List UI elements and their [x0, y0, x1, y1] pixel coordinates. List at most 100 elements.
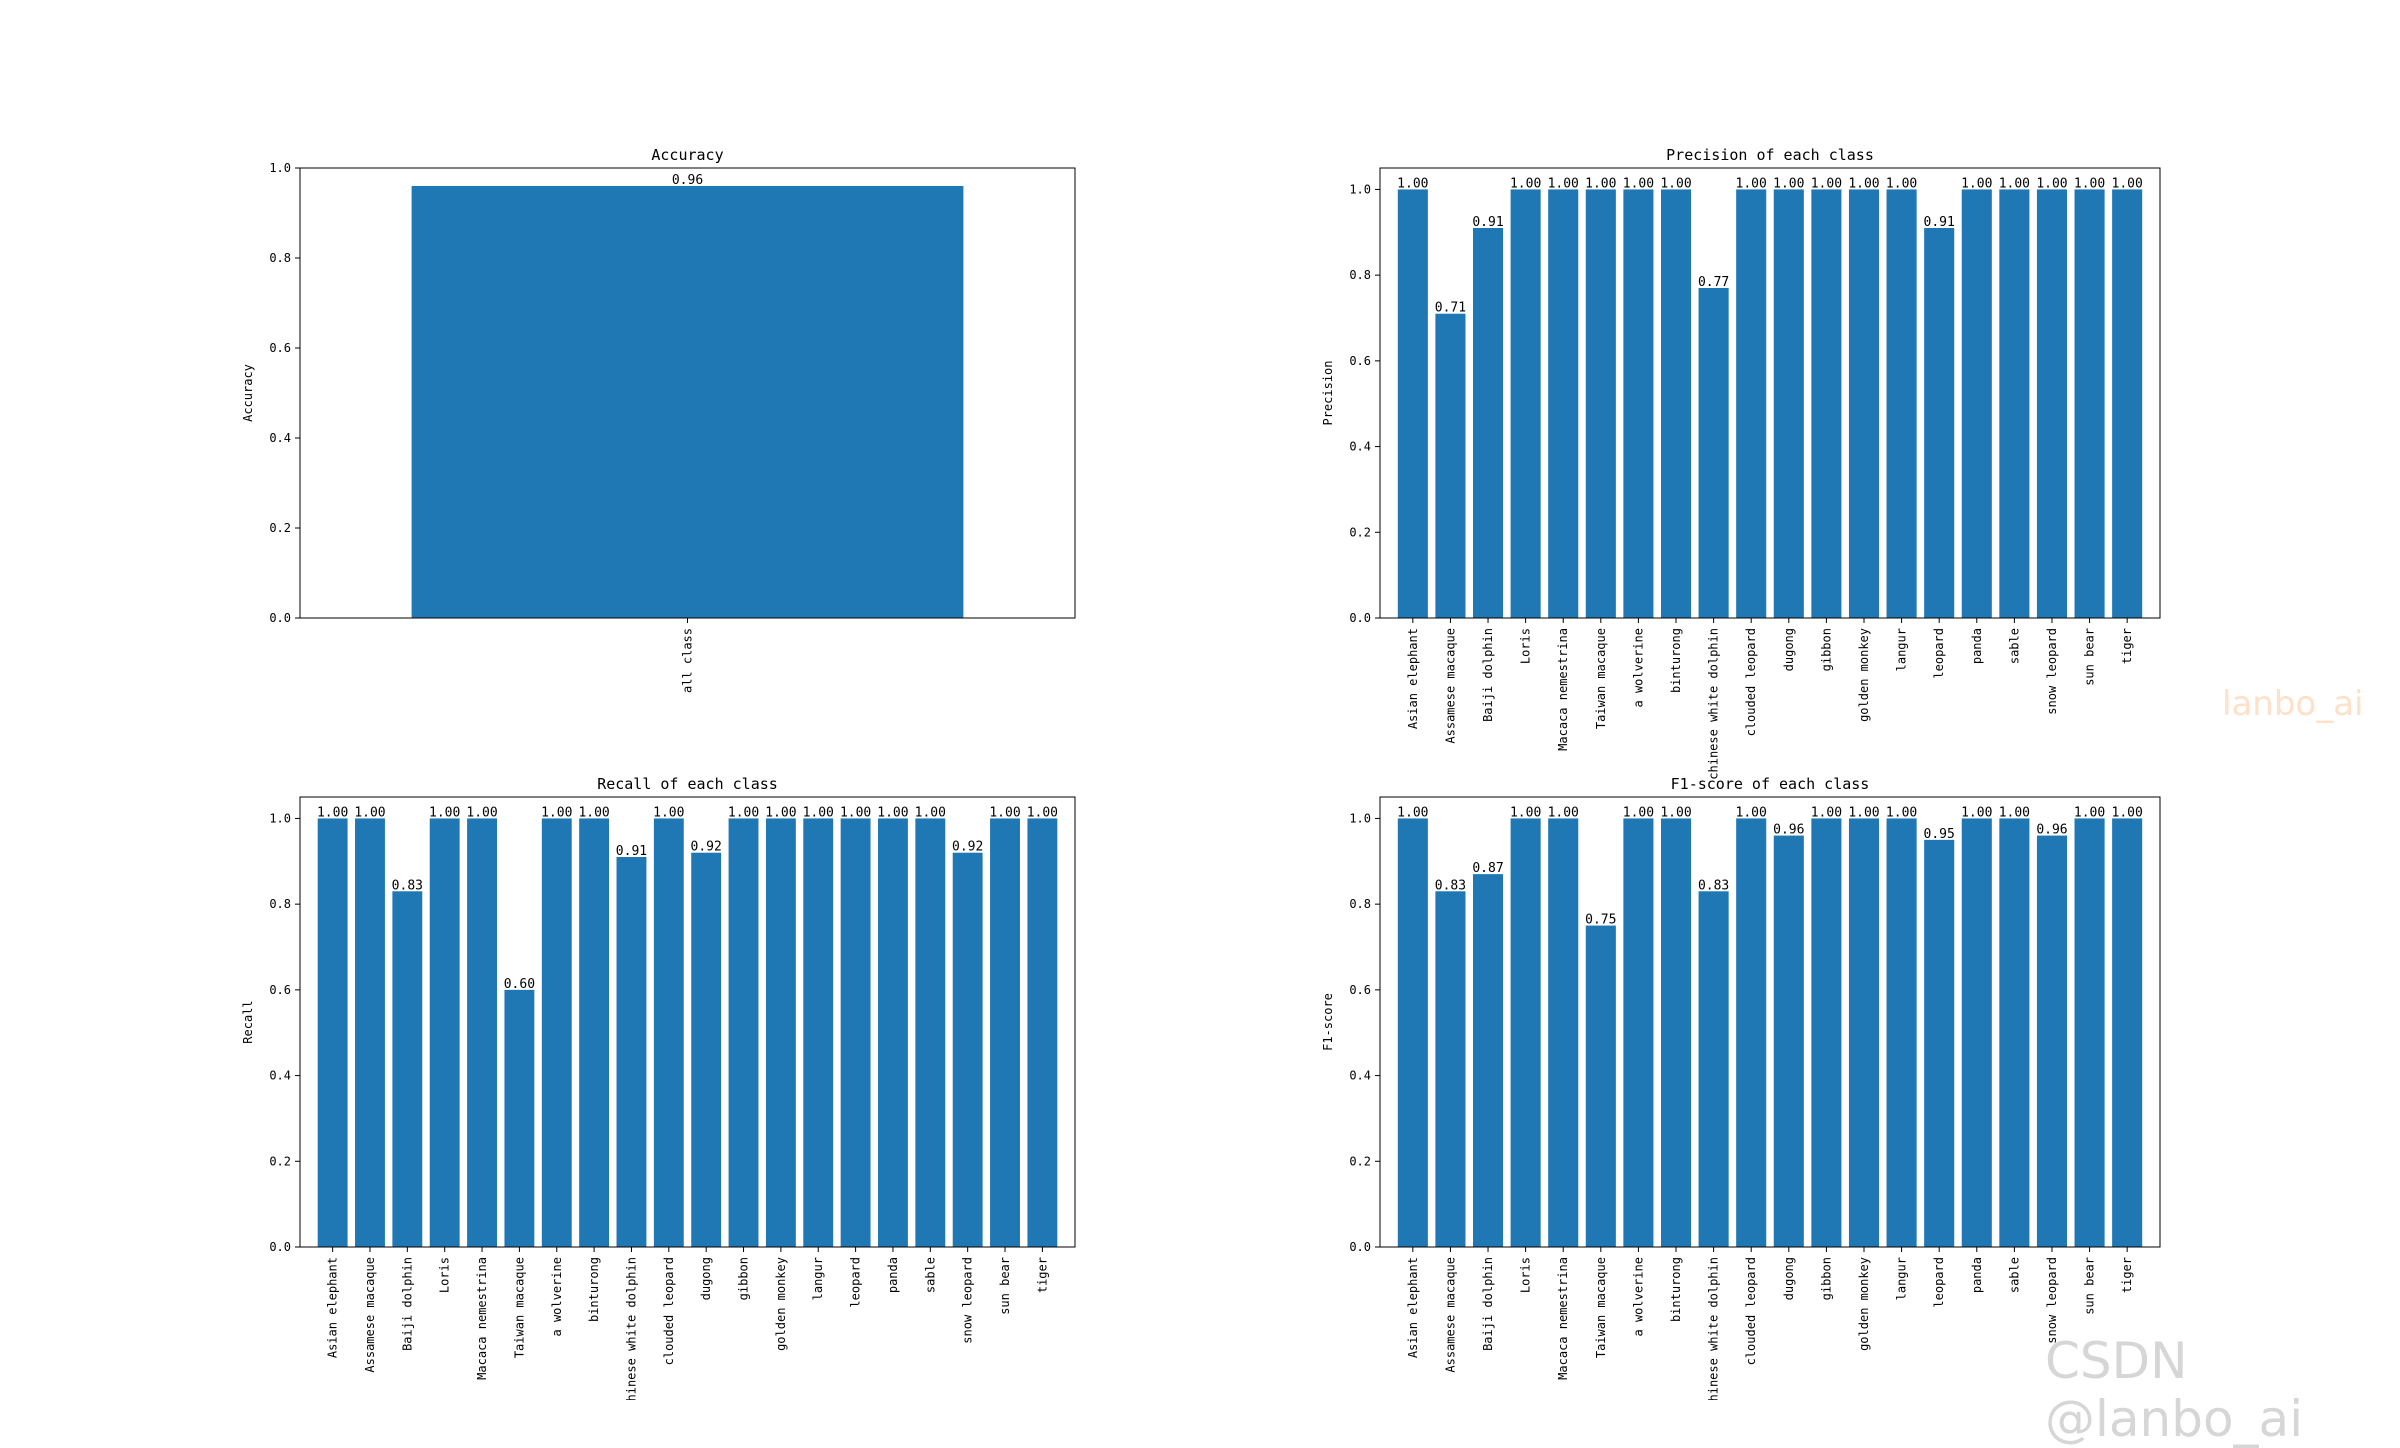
bar-value-label: 1.00 — [1999, 805, 2030, 820]
bar-value-label: 1.00 — [2074, 805, 2105, 820]
bar — [1961, 189, 1992, 618]
bar — [392, 891, 423, 1247]
bar-value-label: 1.00 — [2112, 805, 2143, 820]
bar-value-label: 1.00 — [1623, 805, 1654, 820]
y-tick-label: 0.2 — [1349, 1154, 1371, 1168]
bar — [1811, 189, 1842, 618]
bar-value-label: 1.00 — [1585, 176, 1616, 191]
x-tick-label: Assamese macaque — [363, 1257, 377, 1373]
x-tick-label: sun bear — [2083, 1257, 2097, 1315]
x-tick-label: leopard — [1932, 1257, 1946, 1308]
bar — [1736, 189, 1767, 618]
chart-panel-1: Accuracy 0.96 all class 0.0 0.2 0.4 0.6 0.8 1.0 A… — [241, 146, 1076, 693]
x-tick-label: gibbon — [737, 1257, 751, 1300]
bar — [541, 818, 572, 1247]
bar-value-label: 1.00 — [1886, 805, 1917, 820]
plot-frame — [299, 167, 1076, 619]
bar-value-label: 1.00 — [840, 805, 871, 820]
x-tick-label: Baiji dolphin — [400, 1257, 414, 1351]
y-tick-label: 0.4 — [1349, 1069, 1371, 1083]
bar — [915, 818, 946, 1247]
x-tick-label: Macaca nemestrina — [1556, 628, 1570, 751]
bar-value-label: 1.00 — [1510, 805, 1541, 820]
bar — [2112, 818, 2143, 1247]
bar — [1027, 818, 1058, 1247]
x-tick-label: Loris — [1519, 1257, 1533, 1293]
y-tick-label: 0.2 — [269, 1154, 291, 1168]
bar — [1886, 818, 1917, 1247]
x-tick-label: clouded leopard — [662, 1257, 676, 1365]
bar-value-label: 1.00 — [578, 805, 609, 820]
bar — [1773, 189, 1804, 618]
bar-value-label: 1.00 — [1397, 176, 1428, 191]
x-tick-label: chinese white dolphin — [1707, 1257, 1721, 1400]
x-tick-label: tiger — [2120, 1257, 2134, 1293]
bar — [1698, 891, 1729, 1247]
chart-figure: Accuracy 0.96 all class 0.0 0.2 0.4 0.6 0.8 1.0 A… — [241, 146, 2161, 1409]
x-tick-label: clouded leopard — [1744, 1257, 1758, 1365]
bar-value-label: 1.00 — [1548, 805, 1579, 820]
x-tick-label: Taiwan macaque — [512, 1257, 526, 1358]
chart-panel-4: F1-score of each class 1.00 Asian elephant… — [1321, 775, 2161, 1409]
bar — [1811, 818, 1842, 1247]
x-tick-label: tiger — [2120, 628, 2134, 664]
x-tick-label: Baiji dolphin — [1481, 1257, 1495, 1351]
x-tick-label: Taiwan macaque — [1594, 628, 1608, 729]
bar — [1924, 228, 1955, 618]
bar — [840, 818, 871, 1247]
bar — [1623, 189, 1654, 618]
bar-value-label: 0.96 — [672, 173, 703, 188]
y-tick-label: 0.0 — [269, 611, 291, 625]
x-tick-label: dugong — [1782, 628, 1796, 671]
chart-title: Precision of each class — [1666, 146, 1874, 164]
x-tick-label: gibbon — [1819, 1257, 1833, 1300]
bar — [429, 818, 460, 1247]
bar — [691, 852, 722, 1247]
x-tick-label: sable — [2007, 1257, 2021, 1293]
bar-value-label: 0.77 — [1698, 275, 1729, 290]
x-tick-label: Taiwan macaque — [1594, 1257, 1608, 1358]
x-tick-label: panda — [886, 1257, 900, 1293]
y-tick-label: 1.0 — [269, 811, 291, 825]
bar-value-label: 1.00 — [466, 805, 497, 820]
chart-title: Accuracy — [651, 146, 723, 164]
bar — [1548, 818, 1579, 1247]
y-tick-label: 0.4 — [269, 431, 291, 445]
x-tick-label: Assamese macaque — [1443, 628, 1457, 744]
bar — [2036, 835, 2068, 1247]
bar-value-label: 0.83 — [1435, 878, 1466, 893]
bar — [765, 818, 796, 1247]
bar-value-label: 1.00 — [1961, 805, 1992, 820]
bar — [1623, 818, 1654, 1247]
y-tick-label: 0.0 — [1349, 1240, 1371, 1254]
bar — [1924, 839, 1955, 1247]
x-tick-label: langur — [1895, 1257, 1909, 1300]
bar — [1848, 818, 1880, 1247]
bar — [1397, 818, 1428, 1247]
x-tick-label: leopard — [849, 1257, 863, 1308]
bar — [1660, 818, 1692, 1247]
bar — [1999, 818, 2030, 1247]
bar — [878, 818, 908, 1247]
x-tick-label: golden monkey — [774, 1257, 788, 1351]
x-tick-label: binturong — [587, 1257, 601, 1322]
y-tick-label: 0.4 — [1349, 440, 1371, 454]
chart-title: F1-score of each class — [1671, 775, 1870, 793]
bar-value-label: 0.92 — [952, 840, 983, 855]
bar — [2074, 189, 2105, 618]
y-tick-label: 0.6 — [269, 341, 291, 355]
watermark-text: lanbo_ai — [2222, 684, 2364, 724]
x-tick-label: a wolverine — [1631, 1257, 1645, 1336]
bar — [1472, 874, 1504, 1247]
bar-value-label: 1.00 — [1886, 176, 1917, 191]
x-tick-label: sable — [923, 1257, 937, 1293]
y-tick-label: 0.0 — [269, 1240, 291, 1254]
x-tick-label: clouded leopard — [1744, 628, 1758, 736]
x-tick-label: Baiji dolphin — [1481, 628, 1495, 722]
x-tick-label: Asian elephant — [1406, 1257, 1420, 1358]
bar — [1548, 189, 1579, 618]
bar-value-label: 0.60 — [504, 977, 535, 992]
x-tick-label: Assamese macaque — [1443, 1257, 1457, 1373]
y-tick-label: 0.0 — [1349, 611, 1371, 625]
bar — [1961, 818, 1992, 1247]
